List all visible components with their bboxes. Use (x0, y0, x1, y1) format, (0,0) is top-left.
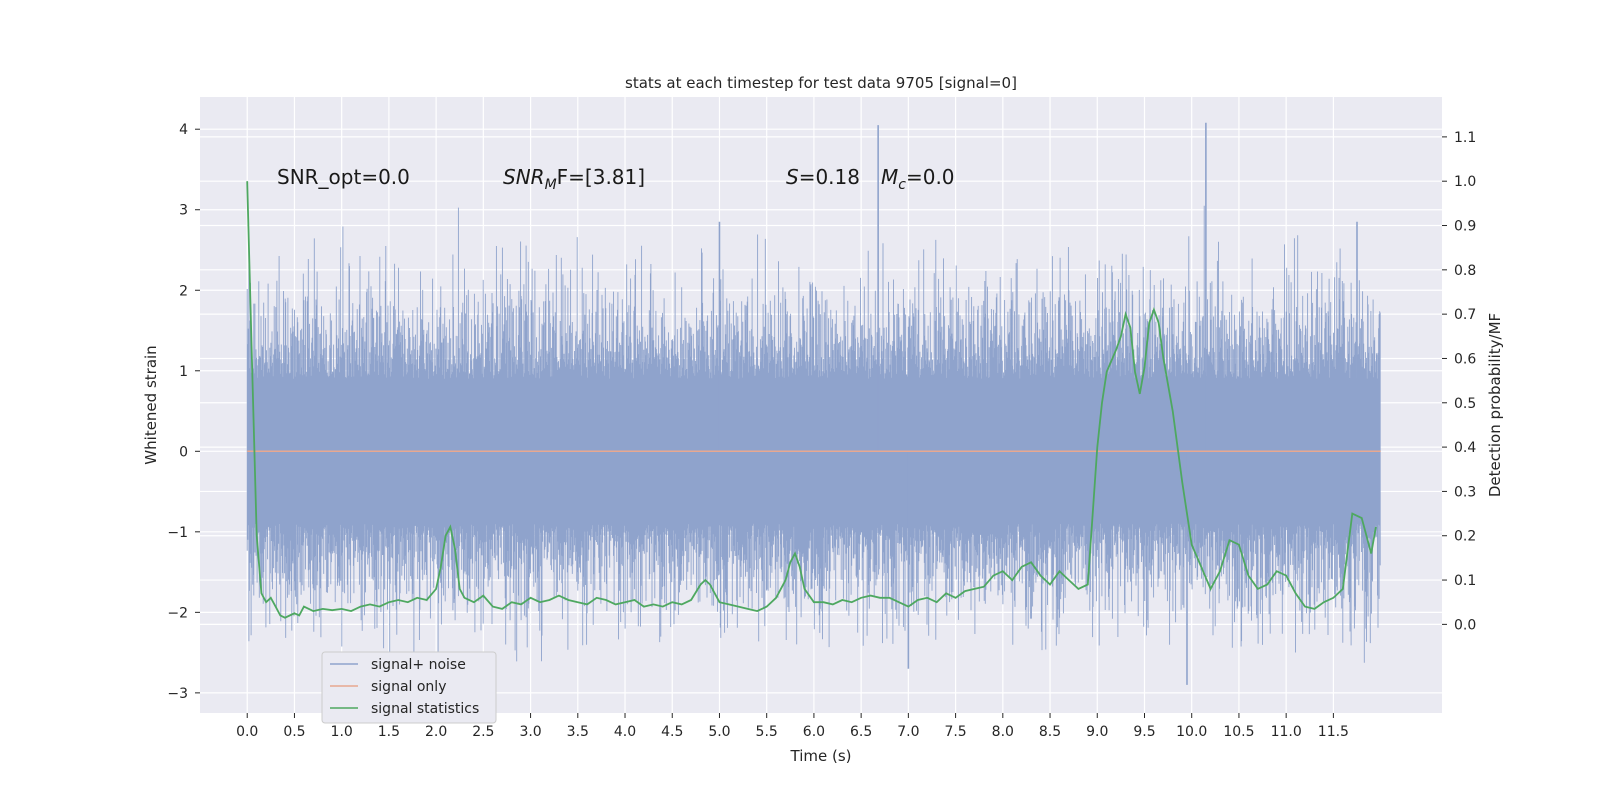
x-tick-label-17: 8.5 (1039, 724, 1061, 740)
annotation-mc: Mc=0.0 (881, 165, 955, 193)
x-tick-label-22: 11.0 (1271, 724, 1302, 740)
annotation-snr-opt: SNR_opt=0.0 (277, 165, 410, 189)
x-tick-label-12: 6.0 (803, 724, 825, 740)
y2-tick-label-0: 0.0 (1454, 617, 1476, 633)
legend-box (321, 651, 497, 724)
x-tick-label-8: 4.0 (614, 724, 636, 740)
series-signal-noise (246, 122, 1381, 685)
y-tick-label-3: 0 (179, 444, 188, 460)
x-tick-label-15: 7.5 (944, 724, 966, 740)
s-label: S (786, 165, 799, 189)
y-tick-label-6: 3 (179, 203, 188, 219)
x-axis-label: Time (s) (790, 747, 852, 765)
annotation-snr-mf: SNRMF=[3.81] (503, 165, 645, 193)
y2-tick-label-5: 0.5 (1454, 396, 1476, 412)
x-tick-label-21: 10.5 (1223, 724, 1254, 740)
mc-value: =0.0 (906, 165, 955, 189)
legend-label-signal-only: signal only (371, 679, 446, 695)
y-tick-label-7: 4 (179, 122, 188, 138)
y-axis-label: Whitened strain (142, 345, 160, 464)
y2-tick-label-9: 0.9 (1454, 219, 1476, 235)
x-tick-label-23: 11.5 (1318, 724, 1349, 740)
x-tick-label-4: 2.0 (425, 724, 447, 740)
x-tick-label-11: 5.5 (756, 724, 778, 740)
x-tick-label-0: 0.0 (236, 724, 258, 740)
x-tick-label-7: 3.5 (567, 724, 589, 740)
x-tick-label-18: 9.0 (1086, 724, 1108, 740)
y2-tick-label-7: 0.7 (1454, 307, 1476, 323)
x-tick-label-14: 7.0 (897, 724, 919, 740)
signal-statistics-line (246, 181, 1377, 619)
x-tick-label-5: 2.5 (472, 724, 494, 740)
snr-mf-sub: M (545, 177, 557, 193)
x-tick-label-6: 3.0 (519, 724, 541, 740)
annotation-s: S=0.18 (786, 165, 860, 189)
legend-label-signal-noise: signal+ noise (371, 657, 466, 673)
y2-tick-label-1: 0.1 (1454, 573, 1476, 589)
y2-tick-label-11: 1.1 (1454, 130, 1476, 146)
y2-tick-label-6: 0.6 (1454, 351, 1476, 367)
series-signal-statistics (246, 181, 1377, 619)
y2-tick-label-2: 0.2 (1454, 529, 1476, 545)
y-tick-label-4: 1 (179, 364, 188, 380)
snr-mf-main: SNR (503, 165, 545, 189)
x-tick-label-9: 4.5 (661, 724, 683, 740)
x-tick-label-10: 5.0 (708, 724, 730, 740)
y-tick-label-2: −1 (167, 525, 188, 541)
y-axis-right-ticks: 0.0 0.1 0.2 0.3 0.4 0.5 0.6 0.7 0.8 0.9 1.0 1.1 (1442, 130, 1476, 633)
mc-sub: c (898, 177, 906, 193)
chart-title: stats at each timestep for test data 970… (625, 74, 1017, 92)
y2-tick-label-8: 0.8 (1454, 263, 1476, 279)
snr-mf-rest: F=[3.81] (557, 165, 645, 189)
y2-tick-label-4: 0.4 (1454, 440, 1476, 456)
x-tick-label-20: 10.0 (1176, 724, 1207, 740)
y2-tick-label-3: 0.3 (1454, 484, 1476, 500)
noise-trace (246, 205, 1381, 663)
x-axis-ticks: 0.0 0.5 1.0 1.5 2.0 2.5 3.0 3.5 4.0 4.5 5.0 5.5 6.0 6… (236, 713, 1349, 740)
x-tick-label-3: 1.5 (378, 724, 400, 740)
x-tick-label-2: 1.0 (331, 724, 353, 740)
mc-main: M (881, 165, 898, 189)
x-tick-label-13: 6.5 (850, 724, 872, 740)
y2-tick-label-10: 1.0 (1454, 174, 1476, 190)
legend: signal+ noise signal only signal statist… (321, 651, 497, 724)
x-tick-label-1: 0.5 (283, 724, 305, 740)
y-tick-label-0: −3 (167, 686, 188, 702)
x-tick-label-16: 8.0 (992, 724, 1014, 740)
legend-label-signal-statistics: signal statistics (371, 701, 479, 717)
y-tick-label-5: 2 (179, 283, 188, 299)
x-tick-label-19: 9.5 (1133, 724, 1155, 740)
y-tick-label-1: −2 (167, 605, 188, 621)
y-axis-right-label: Detection probability/MF (1486, 313, 1504, 497)
y-axis-left-ticks: −3 −2 −1 0 1 2 3 4 (167, 122, 200, 702)
s-value: =0.18 (799, 165, 860, 189)
